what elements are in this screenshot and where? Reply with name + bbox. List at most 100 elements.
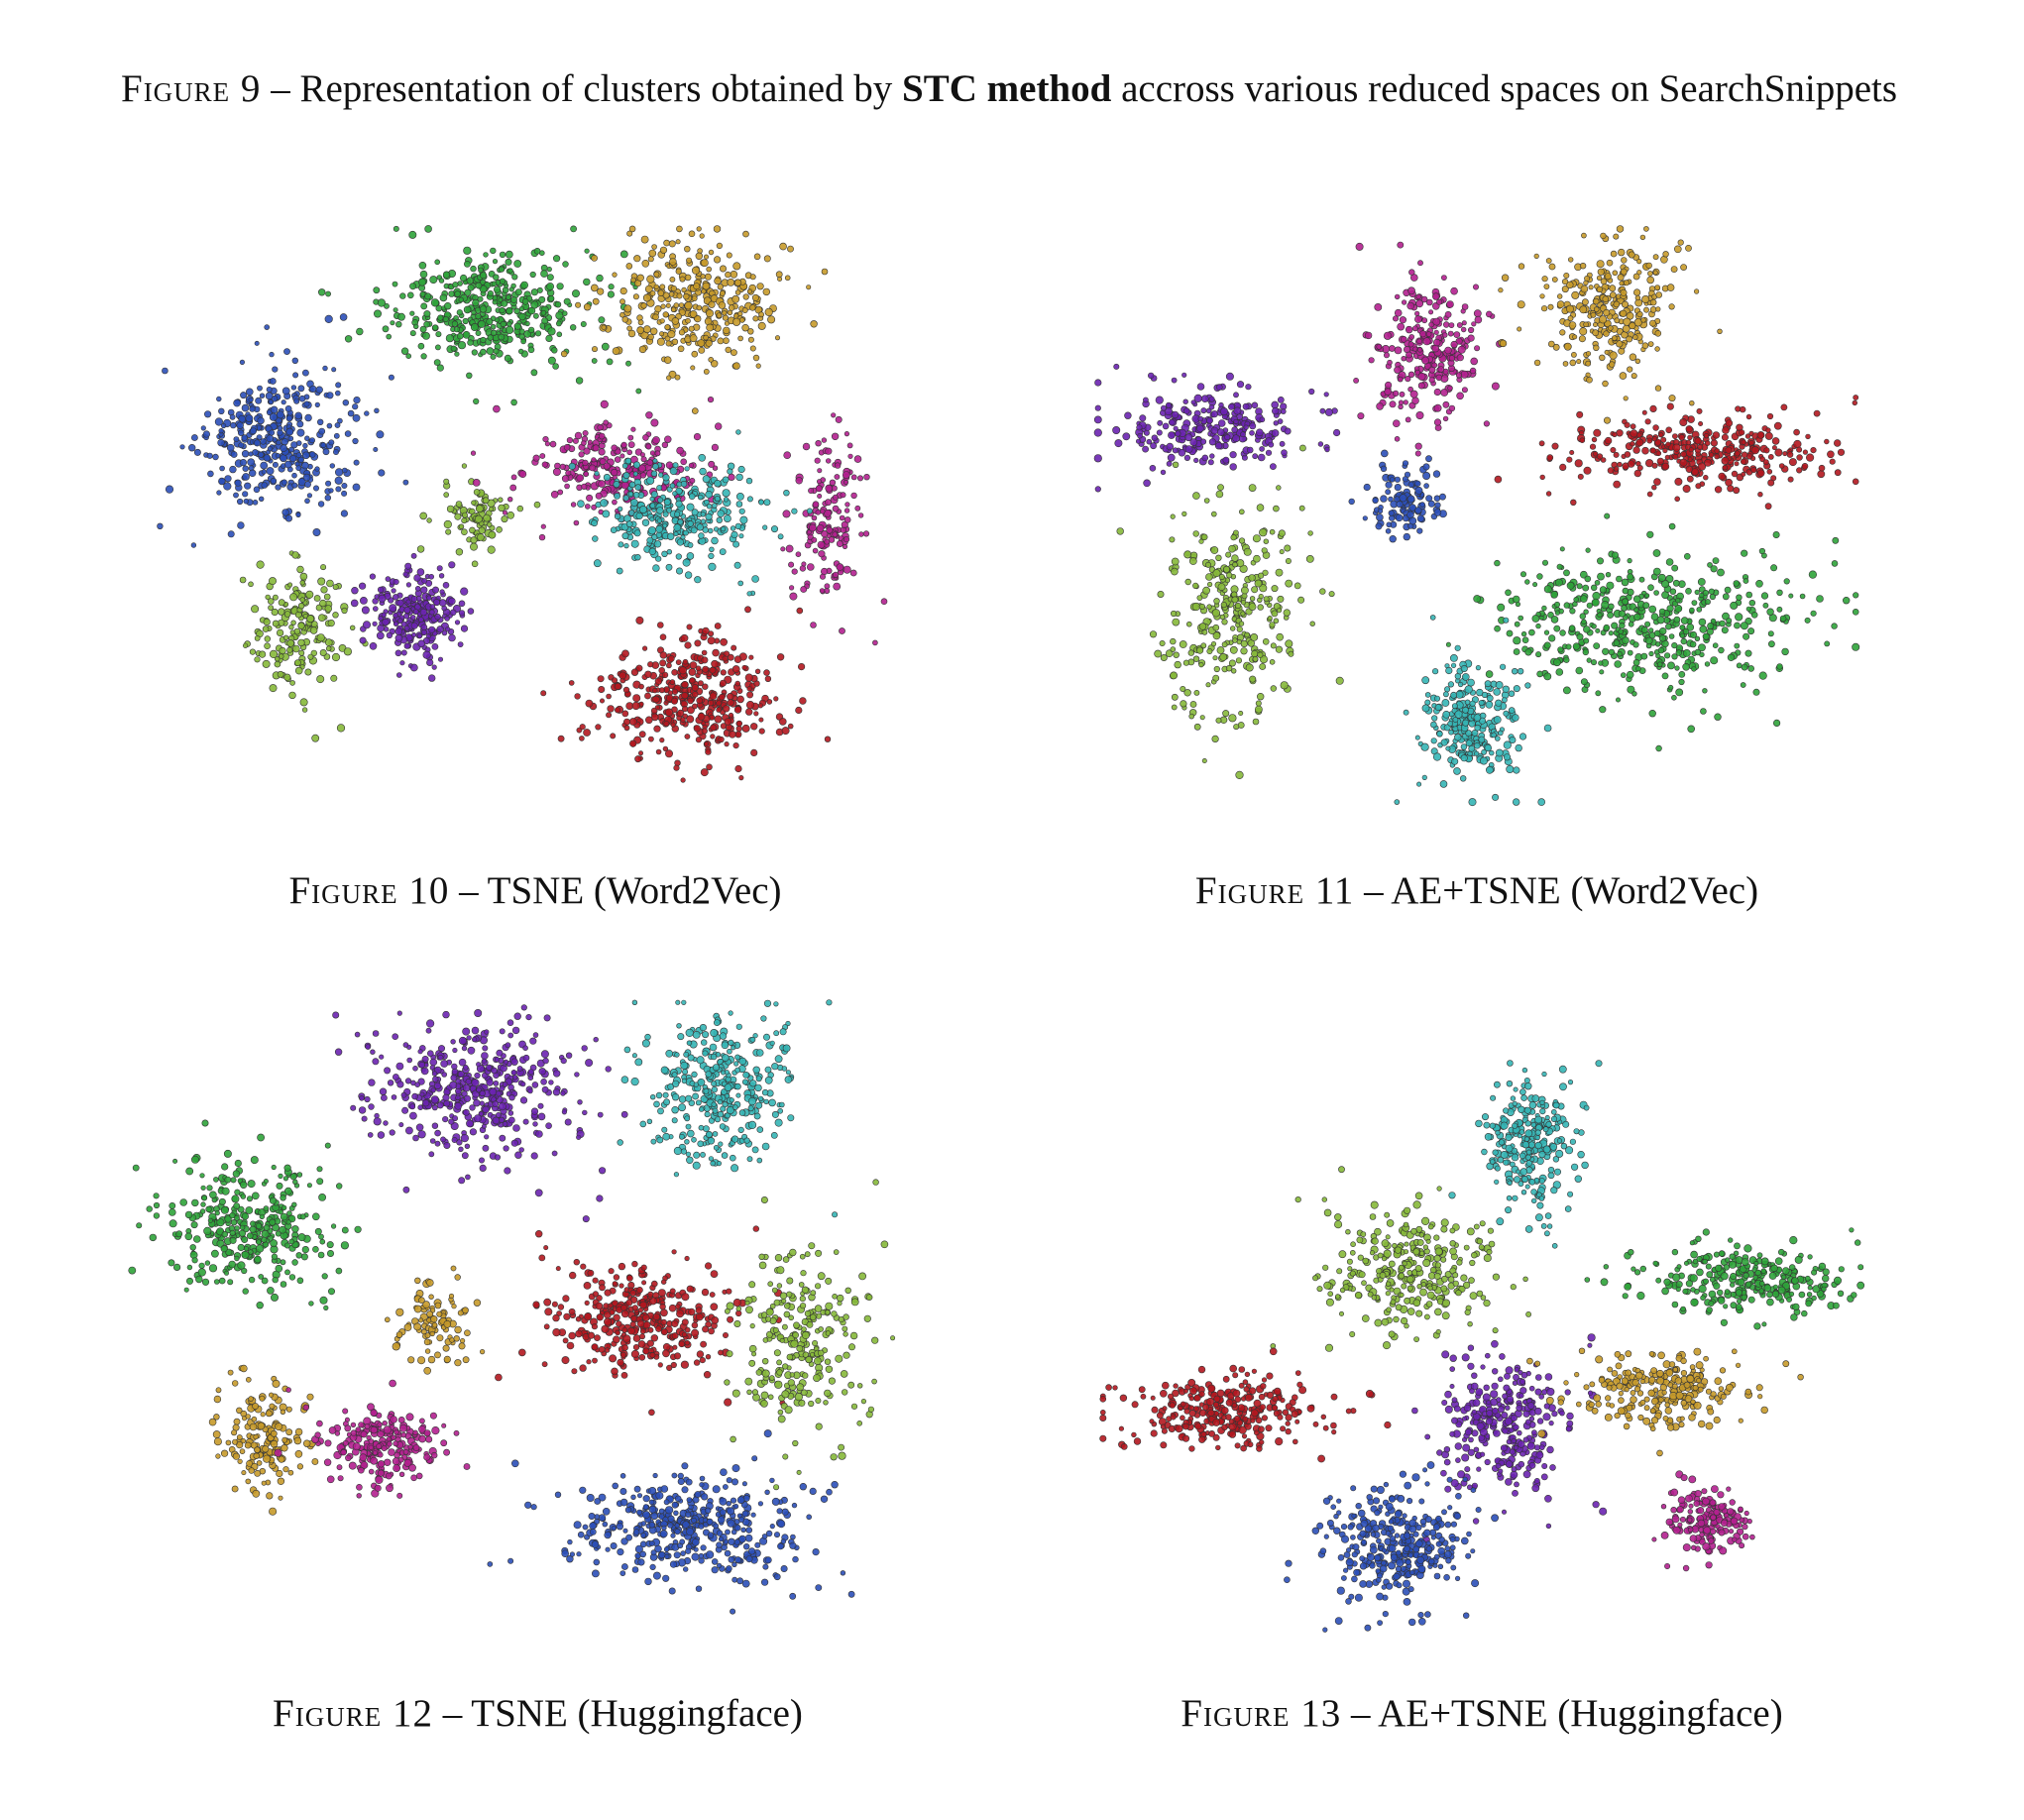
scatter-point xyxy=(628,718,637,726)
scatter-point xyxy=(1663,652,1671,659)
scatter-point xyxy=(1217,484,1224,491)
scatter-point xyxy=(785,544,794,553)
scatter-point xyxy=(1468,720,1476,728)
scatter-point xyxy=(718,301,727,309)
scatter-point xyxy=(1473,595,1482,603)
scatter-point xyxy=(413,574,421,582)
scatter-point xyxy=(507,268,513,274)
scatter-point xyxy=(1766,412,1774,420)
scatter-point xyxy=(1506,629,1514,637)
scatter-point xyxy=(707,699,715,707)
scatter-point xyxy=(1699,625,1708,633)
scatter-point xyxy=(1419,502,1425,508)
scatter-point xyxy=(670,697,678,705)
scatter-point xyxy=(664,749,673,758)
scatter-point xyxy=(1432,470,1441,478)
scatter-point xyxy=(691,509,699,516)
scatter-point xyxy=(400,347,409,355)
scatter-point xyxy=(322,365,328,372)
scatter-point xyxy=(1271,610,1279,618)
scatter-point xyxy=(499,306,506,314)
scatter-point xyxy=(1192,530,1199,537)
scatter-point xyxy=(1093,415,1102,424)
cluster-green xyxy=(1445,512,1860,752)
scatter-point xyxy=(299,572,308,581)
scatter-point xyxy=(1277,396,1285,403)
scatter-point xyxy=(529,271,536,279)
scatter-point xyxy=(1374,303,1383,311)
scatter-point xyxy=(498,297,504,303)
scatter-point xyxy=(716,700,723,707)
scatter-point xyxy=(684,274,692,282)
scatter-point xyxy=(1680,264,1687,271)
scatter-point xyxy=(1624,421,1630,428)
scatter-point xyxy=(294,666,303,675)
scatter-point xyxy=(461,517,468,524)
scatter-point xyxy=(1671,694,1677,701)
scatter-point xyxy=(545,334,553,342)
scatter-point xyxy=(840,492,846,499)
scatter-point xyxy=(1623,396,1629,401)
scatter-point xyxy=(1273,420,1280,426)
scatter-point xyxy=(1170,646,1177,652)
scatter-point xyxy=(782,510,791,518)
scatter-point xyxy=(1650,613,1659,622)
scatter-point xyxy=(1583,321,1589,328)
scatter-point xyxy=(632,471,638,477)
scatter-point xyxy=(550,490,559,499)
scatter-point xyxy=(1403,532,1410,541)
scatter-point xyxy=(410,622,418,629)
scatter-point xyxy=(1173,425,1179,431)
scatter-point xyxy=(816,479,822,485)
scatter-point xyxy=(1408,504,1416,512)
scatter-point xyxy=(227,530,235,538)
scatter-point xyxy=(1269,528,1276,535)
scatter-point xyxy=(1555,668,1564,676)
scatter-point xyxy=(1535,623,1541,629)
scatter-point xyxy=(1263,596,1270,603)
scatter-point xyxy=(1559,546,1565,552)
scatter-point xyxy=(1657,432,1664,438)
scatter-point xyxy=(1399,316,1407,324)
scatter-point xyxy=(409,663,418,672)
scatter-point xyxy=(714,480,722,488)
scatter-point xyxy=(1201,628,1208,635)
scatter-point xyxy=(1616,429,1624,437)
scatter-point xyxy=(708,357,715,363)
scatter-point xyxy=(1758,547,1766,555)
scatter-point xyxy=(659,246,668,254)
scatter-point xyxy=(1471,321,1477,327)
scatter-point xyxy=(1116,527,1124,535)
scatter-point xyxy=(1465,739,1473,747)
scatter-point xyxy=(1416,338,1422,345)
scatter-point xyxy=(546,266,552,273)
scatter-point xyxy=(597,424,604,431)
scatter-point xyxy=(1733,487,1741,495)
scatter-point xyxy=(381,612,387,618)
scatter-point xyxy=(1417,372,1426,381)
scatter-point xyxy=(1648,605,1657,614)
scatter-point xyxy=(700,512,706,517)
scatter-point xyxy=(1401,356,1406,362)
scatter-point xyxy=(293,659,301,666)
scatter-point xyxy=(275,484,281,491)
scatter-point xyxy=(719,679,727,687)
scatter-point xyxy=(1212,624,1220,631)
scatter-point xyxy=(1233,392,1239,398)
scatter-point xyxy=(351,587,359,595)
scatter-point xyxy=(506,511,515,519)
scatter-point xyxy=(438,278,445,284)
scatter-point xyxy=(1420,742,1429,751)
scatter-point xyxy=(1472,284,1479,290)
scatter-point xyxy=(750,748,758,757)
scatter-point xyxy=(662,311,669,318)
scatter-point xyxy=(1852,478,1859,486)
scatter-point xyxy=(1593,642,1601,649)
scatter-point xyxy=(754,668,761,674)
scatter-point xyxy=(393,578,399,585)
scatter-point xyxy=(1467,334,1475,342)
scatter-point xyxy=(751,575,759,583)
scatter-point xyxy=(1421,676,1430,685)
scatter-point xyxy=(1740,682,1746,688)
scatter-point xyxy=(335,382,342,389)
